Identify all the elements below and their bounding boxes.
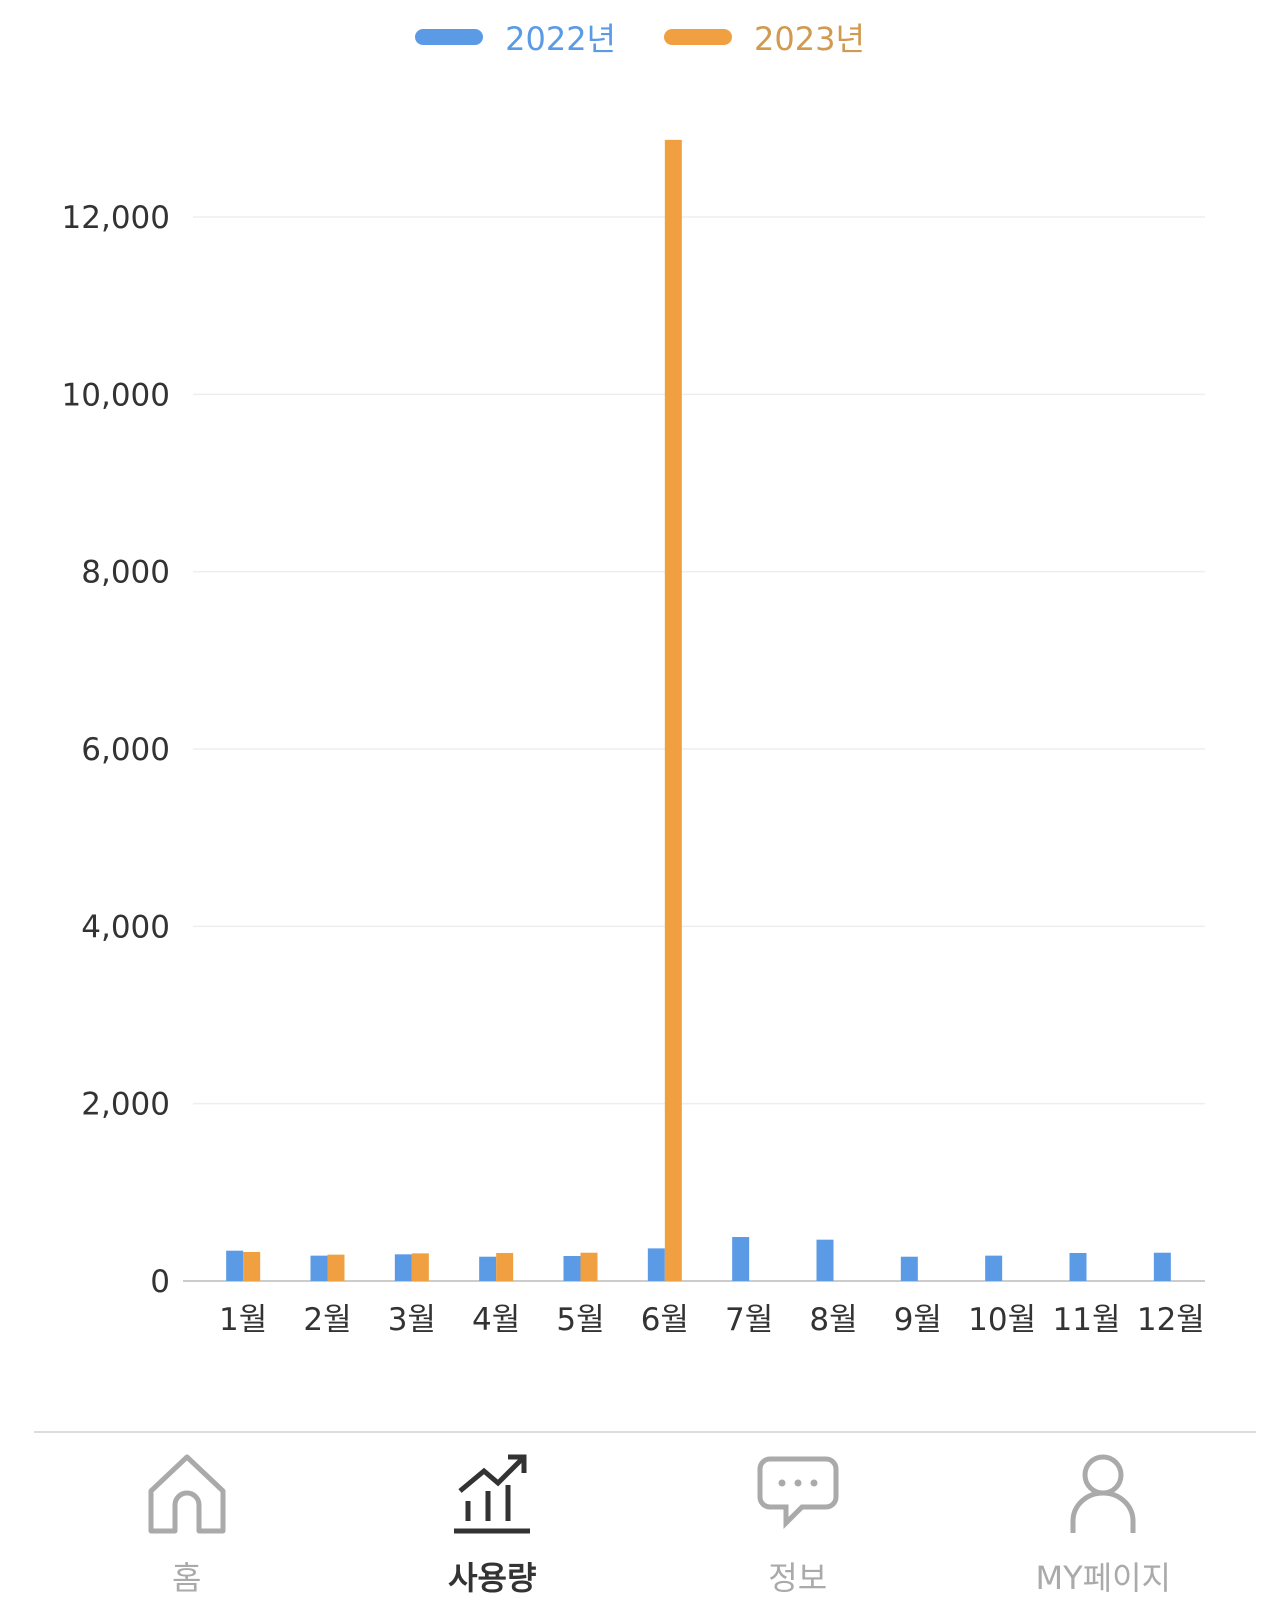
bar-2022 bbox=[394, 1254, 412, 1281]
y-tick-label: 12,000 bbox=[62, 200, 170, 236]
x-tick-label: 10월 bbox=[968, 1302, 1036, 1338]
y-tick-label: 10,000 bbox=[62, 377, 170, 413]
bar-2022 bbox=[647, 1248, 665, 1281]
bar-2022 bbox=[732, 1237, 750, 1281]
tab-mypage[interactable]: MY페이지 bbox=[951, 1433, 1257, 1602]
legend-2022[interactable]: 2022년 bbox=[415, 14, 616, 60]
bar-2022 bbox=[985, 1255, 1003, 1281]
legend: 2022년 2023년 bbox=[0, 14, 1280, 60]
y-tick-label: 8,000 bbox=[81, 555, 170, 591]
x-tick-label: 2월 bbox=[303, 1302, 351, 1338]
bar-2022 bbox=[479, 1256, 497, 1281]
legend-swatch bbox=[415, 29, 484, 45]
y-tick-label: 0 bbox=[150, 1264, 170, 1300]
legend-swatch bbox=[664, 29, 732, 45]
chart-icon bbox=[454, 1454, 531, 1534]
bar-2022 bbox=[1069, 1252, 1087, 1281]
legend-2023[interactable]: 2023년 bbox=[664, 14, 865, 60]
x-tick-label: 9월 bbox=[894, 1302, 942, 1338]
legend-label: 2022년 bbox=[505, 20, 616, 58]
x-tick-label: 7월 bbox=[725, 1302, 773, 1338]
bar-2023 bbox=[327, 1254, 345, 1281]
x-tick-label: 12월 bbox=[1137, 1302, 1205, 1338]
tab-info[interactable]: 정보 bbox=[645, 1433, 951, 1602]
bar-chart: 0 2,000 4,000 6,000 8,000 10,000 12,000 1월 2월 3월 4… bbox=[62, 139, 1205, 1338]
x-tick-label: 8월 bbox=[809, 1302, 857, 1338]
x-tick-label: 3월 bbox=[388, 1302, 436, 1338]
x-tick-label: 5월 bbox=[556, 1302, 604, 1338]
tab-usage[interactable]: 사용량 bbox=[340, 1433, 646, 1602]
bar-2023 bbox=[496, 1252, 514, 1281]
bar-2023 bbox=[664, 139, 682, 1282]
y-tick-label: 4,000 bbox=[81, 909, 170, 945]
bar-2022 bbox=[816, 1239, 834, 1281]
tab-label: 사용량 bbox=[448, 1559, 537, 1597]
tab-home[interactable]: 홈 bbox=[34, 1433, 340, 1602]
y-tick-label: 2,000 bbox=[81, 1087, 170, 1123]
bar-2023 bbox=[243, 1252, 261, 1281]
chat-icon bbox=[757, 1456, 839, 1530]
bar-2022 bbox=[1153, 1252, 1171, 1281]
x-tick-label: 11월 bbox=[1053, 1302, 1121, 1338]
tab-label: 정보 bbox=[768, 1559, 828, 1597]
bar-2022 bbox=[900, 1256, 918, 1281]
tab-label: MY페이지 bbox=[1035, 1559, 1171, 1597]
legend-label: 2023년 bbox=[754, 20, 865, 58]
x-tick-label: 4월 bbox=[472, 1302, 520, 1338]
y-tick-label: 6,000 bbox=[81, 732, 170, 768]
bar-2022 bbox=[310, 1255, 328, 1281]
tab-label: 홈 bbox=[172, 1559, 202, 1597]
home-icon bbox=[148, 1454, 226, 1534]
x-tick-label: 1월 bbox=[219, 1302, 267, 1338]
bar-2023 bbox=[411, 1253, 429, 1281]
x-tick-label: 6월 bbox=[641, 1302, 689, 1338]
bottom-nav: 홈 사용량 정보 MY페이지 bbox=[34, 1431, 1256, 1602]
bar-2022 bbox=[226, 1250, 244, 1281]
bar-2022 bbox=[563, 1255, 581, 1281]
user-icon bbox=[1070, 1454, 1136, 1533]
bar-2023 bbox=[580, 1252, 598, 1281]
